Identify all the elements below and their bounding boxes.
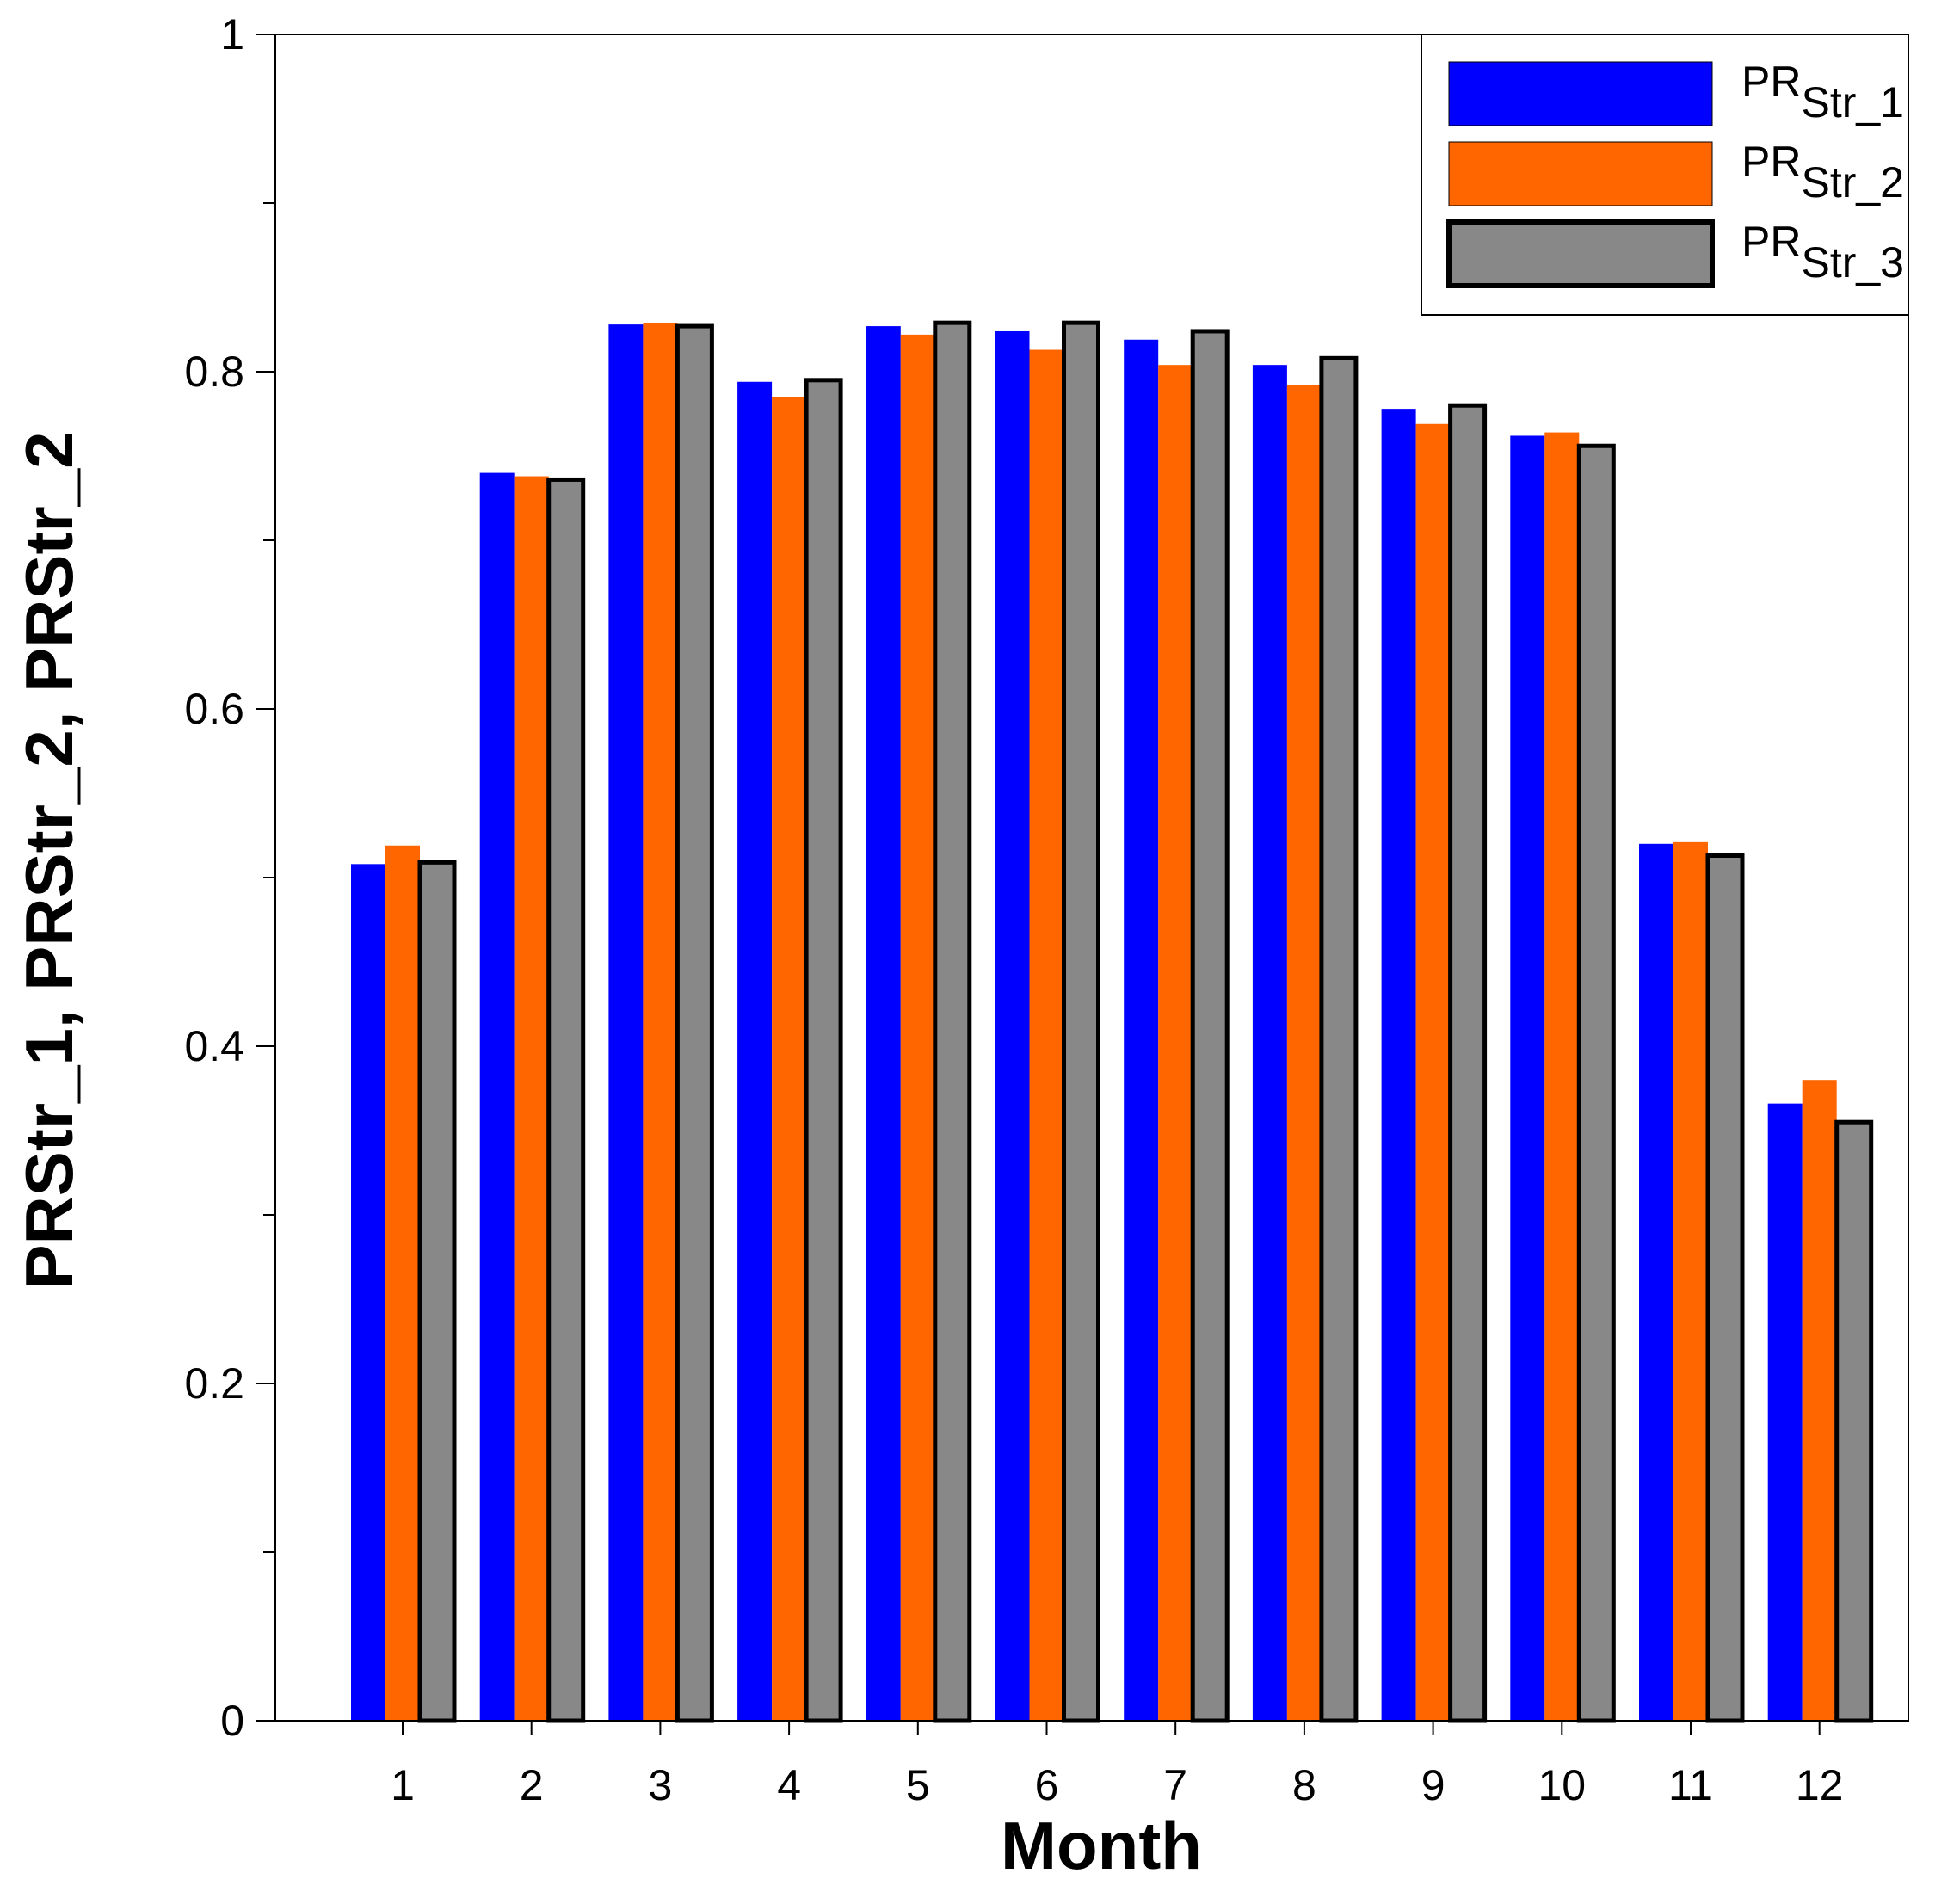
bar-PRStr_2-month-11 <box>1673 841 1708 1721</box>
bar-PRStr_1-month-11 <box>1639 843 1673 1721</box>
bar-PRStr_2-month-5 <box>900 334 935 1721</box>
bar-PRStr_3-month-6 <box>1062 320 1100 1723</box>
x-tick-label: 4 <box>777 1761 801 1809</box>
bar-PRStr_1-month-6 <box>995 330 1030 1722</box>
bar-PRStr_2-month-10 <box>1544 432 1580 1721</box>
y-axis-title: PRStr_1, PRStr_2, PRStr_2 <box>11 431 87 1289</box>
bar-PRStr_3-month-1 <box>417 860 457 1723</box>
x-tick-label: 10 <box>1538 1761 1586 1809</box>
bar-PRStr_3-month-7 <box>1190 329 1230 1723</box>
bar-PRStr_1-month-10 <box>1510 435 1545 1722</box>
bar-PRStr_1-month-8 <box>1252 365 1287 1721</box>
bar-PRStr_1-month-9 <box>1381 409 1416 1721</box>
x-tick-label: 8 <box>1292 1761 1316 1809</box>
legend-swatch-PRStr_2 <box>1448 141 1713 206</box>
y-tick-label: 0.6 <box>184 685 244 733</box>
bar-PRStr_2-month-12 <box>1802 1080 1837 1721</box>
bar-PRStr_3-month-10 <box>1576 443 1616 1723</box>
x-tick-label: 3 <box>648 1761 672 1809</box>
x-tick-label: 2 <box>520 1761 544 1809</box>
legend-swatch-PRStr_3 <box>1446 219 1715 288</box>
bar-PRStr_2-month-6 <box>1029 349 1064 1721</box>
bar-PRStr_1-month-7 <box>1124 339 1159 1721</box>
legend-label-PRStr_1: PRStr_1 <box>1741 58 1904 126</box>
bar-PRStr_2-month-9 <box>1415 423 1451 1721</box>
y-tick-label: 0.8 <box>184 348 244 396</box>
bar-PRStr_2-month-2 <box>514 476 549 1721</box>
legend-swatch-PRStr_1 <box>1448 61 1713 126</box>
bar-PRStr_2-month-4 <box>772 397 807 1721</box>
x-tick-label: 12 <box>1796 1761 1844 1809</box>
bar-PRStr_1-month-3 <box>608 324 644 1721</box>
y-tick-label: 1 <box>220 10 244 59</box>
y-tick-label: 0.2 <box>184 1359 244 1408</box>
legend-label-PRStr_3: PRStr_3 <box>1741 218 1904 287</box>
x-tick-label: 5 <box>906 1761 930 1809</box>
bar-PRStr_1-month-1 <box>351 864 385 1721</box>
bar-PRStr_2-month-3 <box>643 323 678 1721</box>
bar-PRStr_1-month-2 <box>479 472 515 1721</box>
x-tick-label: 7 <box>1163 1761 1187 1809</box>
bar-PRStr_3-month-2 <box>546 477 586 1723</box>
x-tick-label: 1 <box>391 1761 415 1809</box>
legend-label-PRStr_2: PRStr_2 <box>1741 138 1904 206</box>
bar-PRStr_2-month-8 <box>1286 385 1322 1722</box>
bar-PRStr_3-month-4 <box>804 378 843 1723</box>
x-tick-label: 11 <box>1668 1761 1713 1809</box>
bar-PRStr_3-month-3 <box>675 323 714 1723</box>
y-tick-label: 0 <box>220 1697 244 1745</box>
bars-layer <box>351 320 1874 1723</box>
bar-PRStr_1-month-5 <box>866 326 901 1722</box>
bar-PRStr_3-month-5 <box>933 320 972 1723</box>
y-tick-label: 0.4 <box>184 1022 244 1070</box>
bar-PRStr_3-month-12 <box>1834 1119 1874 1723</box>
x-tick-label: 9 <box>1421 1761 1445 1809</box>
bar-PRStr_3-month-11 <box>1705 853 1745 1723</box>
bar-PRStr_1-month-4 <box>737 381 773 1721</box>
bar-PRStr_1-month-12 <box>1767 1103 1803 1721</box>
x-tick-label: 6 <box>1035 1761 1059 1809</box>
bar-PRStr_2-month-1 <box>385 845 420 1721</box>
bar-PRStr_3-month-8 <box>1319 355 1359 1723</box>
x-axis-title: Month <box>1001 1808 1202 1883</box>
bar-PRStr_2-month-7 <box>1158 365 1193 1721</box>
legend: PRStr_1 PRStr_2 PRStr_3 <box>1421 34 1909 316</box>
bar-PRStr_3-month-9 <box>1448 403 1488 1723</box>
